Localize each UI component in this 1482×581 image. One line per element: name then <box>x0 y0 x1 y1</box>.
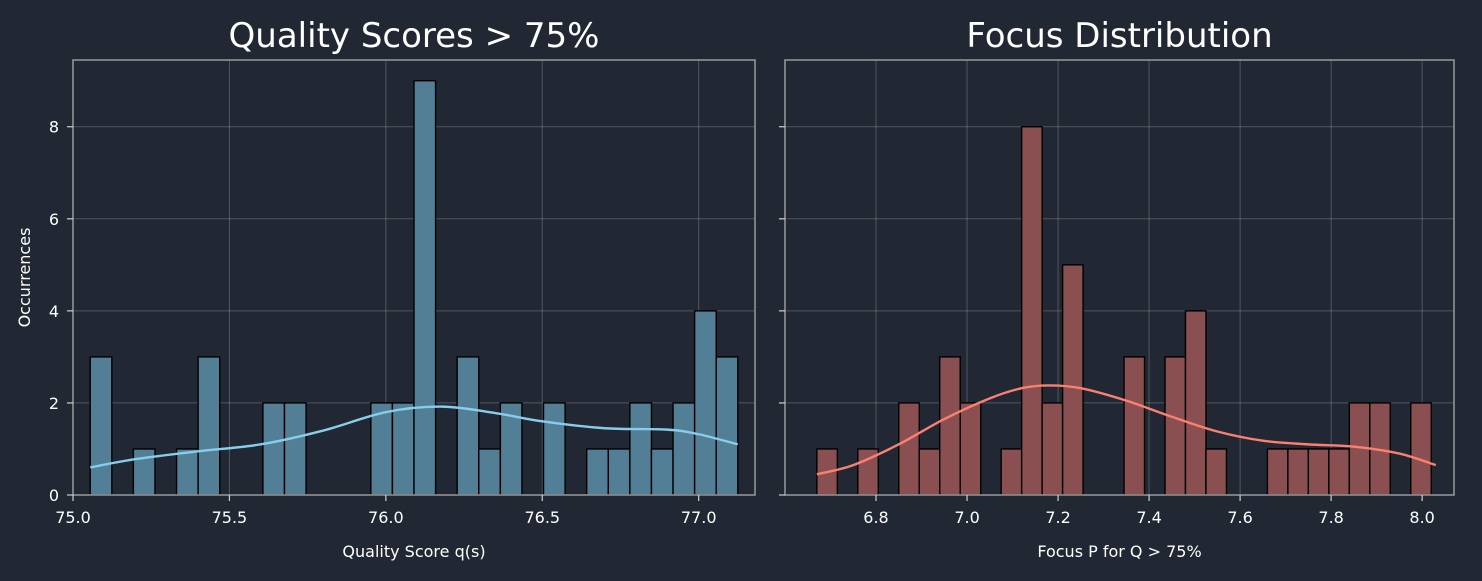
histogram-bar <box>1020 126 1043 496</box>
x-tick-label: 76.5 <box>524 508 560 527</box>
chart-title: Focus Distribution <box>966 16 1272 56</box>
chart-panel-2: 6.8 7.0 7.2 7.4 7.6 7.8 8.0 Focus Distribution F… <box>779 16 1455 561</box>
histogram-bar <box>197 356 221 496</box>
x-axis-label: Focus P for Q > 75% <box>1037 542 1201 561</box>
histogram-bar <box>262 402 286 496</box>
histogram-bar <box>650 448 674 496</box>
y-axis-label: Occurrences <box>15 228 34 328</box>
x-tick-label: 7.2 <box>1045 508 1070 527</box>
x-tick-label: 77.0 <box>681 508 717 527</box>
x-tick-label: 7.0 <box>954 508 979 527</box>
x-tick-label: 6.8 <box>863 508 888 527</box>
y-tick-label: 4 <box>49 302 59 321</box>
histogram-bar <box>1266 448 1289 496</box>
axes-frame <box>784 59 1455 496</box>
histogram-bar <box>1123 356 1146 496</box>
histogram-bar <box>585 448 609 496</box>
y-tick-label: 0 <box>49 486 59 505</box>
x-tick-label: 7.8 <box>1318 508 1343 527</box>
histogram-bar <box>1205 448 1228 496</box>
y-tick-label: 2 <box>49 394 59 413</box>
histogram-bar <box>715 356 739 496</box>
histogram-bar <box>629 402 653 496</box>
histogram-bar <box>175 448 199 496</box>
histogram-bar <box>283 402 307 496</box>
histogram-bar <box>607 448 631 496</box>
histogram-bar <box>1184 310 1207 496</box>
chart-title: Quality Scores > 75% <box>229 16 600 56</box>
x-tick-label: 7.6 <box>1227 508 1252 527</box>
x-tick-label: 75.0 <box>55 508 91 527</box>
kde-curve <box>89 405 739 469</box>
x-tick-label: 76.0 <box>368 508 404 527</box>
kde-curve <box>816 384 1437 476</box>
histogram-bar <box>391 402 415 496</box>
histogram-bar <box>1164 356 1187 496</box>
histogram-bar <box>413 80 437 496</box>
histogram-bar <box>1041 402 1064 496</box>
histogram-bar <box>918 448 941 496</box>
histogram-bar <box>939 356 961 496</box>
histogram-bar <box>370 402 394 496</box>
histogram-bar <box>1287 448 1310 496</box>
chart-panel-1: 75.0 75.5 76.0 76.5 77.0 0 2 4 6 8 Quality Scores … <box>15 16 756 561</box>
x-axis-label: Quality Score q(s) <box>342 542 485 561</box>
histogram-bar <box>542 402 566 496</box>
histogram-bar <box>456 356 480 496</box>
histogram-bar <box>672 402 696 496</box>
x-tick-label: 75.5 <box>212 508 248 527</box>
histogram-bar <box>478 448 502 496</box>
y-tick-label: 6 <box>49 210 59 229</box>
histogram-bar <box>898 402 920 496</box>
histogram-bar <box>959 402 982 496</box>
histogram-bar <box>1061 264 1084 496</box>
histogram-bar <box>693 310 717 496</box>
x-tick-label: 7.4 <box>1136 508 1161 527</box>
histogram-bar <box>1000 448 1023 496</box>
x-tick-label: 8.0 <box>1409 508 1434 527</box>
axes-frame <box>72 59 756 496</box>
histogram-bar <box>1307 448 1330 496</box>
histogram-bar <box>1410 402 1432 496</box>
histogram-bar <box>1328 448 1351 496</box>
y-tick-label: 8 <box>49 118 59 137</box>
histogram-bar <box>89 356 113 496</box>
